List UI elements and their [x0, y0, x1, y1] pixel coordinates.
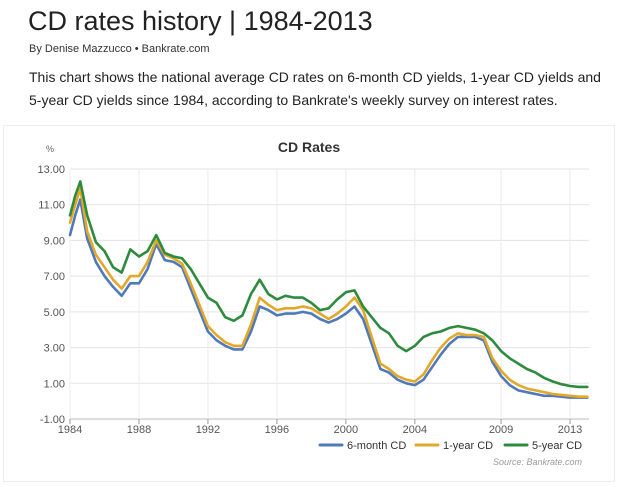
- x-tick-label: 2009: [489, 424, 513, 436]
- x-axis-ticks: 1984 1988 1992 1996 2000 2004 2009 2013: [58, 424, 583, 436]
- y-tick-label: 3.00: [44, 343, 65, 355]
- chart-panel: CD Rates % 13.00 11.00 9.00 7.00 5.00 3.00 1.0…: [3, 125, 615, 482]
- legend: 6-month CD 1-year CD 5-year CD: [318, 440, 582, 452]
- x-tick-label: 1988: [127, 424, 151, 436]
- chart-title: CD Rates: [278, 139, 340, 155]
- intro-paragraph: This chart shows the national average CD…: [29, 69, 601, 108]
- cd-rates-chart: CD Rates % 13.00 11.00 9.00 7.00 5.00 3.00 1.0…: [37, 139, 589, 467]
- y-tick-label: 9.00: [44, 235, 65, 247]
- y-axis-ticks: 13.00 11.00 9.00 7.00 5.00 3.00 1.00 -1.00: [37, 164, 65, 426]
- y-tick-label: 7.00: [44, 271, 65, 283]
- y-tick-label: 13.00: [37, 164, 65, 176]
- chart-source: Source: Bankrate.com: [493, 457, 583, 467]
- legend-label: 1-year CD: [443, 440, 493, 452]
- y-tick-label: 5.00: [44, 307, 65, 319]
- y-tick-label: 1.00: [44, 378, 65, 390]
- y-axis-unit: %: [46, 144, 54, 154]
- page-title: CD rates history | 1984-2013: [28, 6, 373, 36]
- x-tick-label: 1996: [265, 424, 289, 436]
- x-tick-label: 2000: [334, 424, 358, 436]
- byline: By Denise Mazzucco • Bankrate.com: [29, 43, 210, 55]
- x-tick-label: 1984: [58, 424, 82, 436]
- y-tick-label: 11.00: [38, 200, 65, 212]
- x-tick-label: 2004: [403, 424, 427, 436]
- x-tick-label: 1992: [196, 424, 220, 436]
- legend-label: 6-month CD: [347, 440, 406, 452]
- legend-label: 5-year CD: [532, 440, 582, 452]
- y-tick-label: -1.00: [40, 414, 65, 426]
- series-lines: [68, 180, 589, 399]
- series-line-6-month-cd: [68, 198, 589, 399]
- series-line-1-year-cd: [68, 187, 589, 399]
- x-tick-label: 2013: [558, 424, 582, 436]
- series-line-5-year-cd: [68, 180, 589, 389]
